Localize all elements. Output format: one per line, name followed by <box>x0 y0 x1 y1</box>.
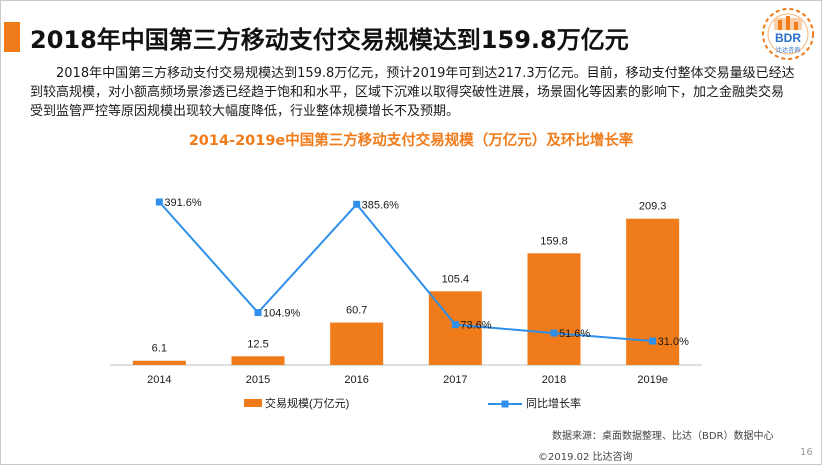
page-number: 16 <box>800 447 813 458</box>
legend-bar-swatch <box>244 399 262 407</box>
growth-marker <box>155 198 163 206</box>
legend-line-label: 同比增长率 <box>526 396 581 410</box>
growth-marker <box>254 309 262 317</box>
growth-line <box>158 201 653 343</box>
bar-value-label: 6.1 <box>152 343 167 355</box>
slide-title: 2018年中国第三方移动支付交易规模达到159.8万亿元 <box>30 26 629 54</box>
x-tick-label: 2016 <box>344 374 368 386</box>
bar-value-label: 209.3 <box>639 201 667 213</box>
growth-value-label: 31.0% <box>658 336 689 348</box>
data-source-note: 数据来源：桌面数据整理、比达（BDR）数据中心 <box>552 431 774 442</box>
bar <box>132 360 186 365</box>
growth-value-label: 51.6% <box>559 328 590 340</box>
legend-bar-label: 交易规模(万亿元) <box>265 396 349 410</box>
growth-marker <box>451 321 459 329</box>
x-tick-label: 2019e <box>637 374 668 386</box>
logo-text: BDR <box>775 31 801 45</box>
logo-subtext: 比达咨询 <box>776 46 800 54</box>
bar <box>527 253 581 365</box>
growth-value-label: 73.6% <box>460 320 491 332</box>
growth-marker <box>550 329 558 337</box>
x-tick-label: 2017 <box>443 374 467 386</box>
growth-value-label: 385.6% <box>362 199 400 211</box>
bar-value-label: 105.4 <box>442 273 470 285</box>
bdr-logo: BDR 比达咨询 <box>762 8 814 60</box>
bar-value-label: 159.8 <box>540 235 568 247</box>
copyright-note: ©2019.02 比达咨询 <box>538 452 633 463</box>
x-tick-label: 2014 <box>147 374 171 386</box>
bar-value-label: 60.7 <box>346 305 367 317</box>
bar-value-label: 12.5 <box>247 338 268 350</box>
growth-marker <box>649 337 657 345</box>
legend-line-marker <box>501 400 509 408</box>
summary-paragraph: 2018年中国第三方移动支付交易规模达到159.8万亿元，预计2019年可到达2… <box>30 66 795 119</box>
bar <box>330 322 384 365</box>
x-tick-label: 2018 <box>542 374 566 386</box>
growth-marker <box>353 200 361 208</box>
x-tick-label: 2015 <box>246 374 270 386</box>
growth-value-label: 391.6% <box>164 197 202 209</box>
bar <box>231 356 285 365</box>
combo-chart: 6.1 12.5 60.7 105.4 159.8 209.3 2014 2015 2016 20… <box>110 197 702 410</box>
growth-value-label: 104.9% <box>263 308 301 320</box>
title-accent-bar <box>4 22 20 52</box>
chart-title: 2014-2019e中国第三方移动支付交易规模（万亿元）及环比增长率 <box>188 133 634 149</box>
